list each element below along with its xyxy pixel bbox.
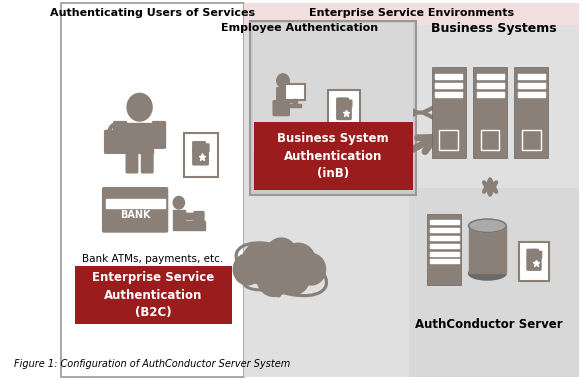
FancyBboxPatch shape <box>427 214 462 285</box>
FancyBboxPatch shape <box>244 3 579 25</box>
FancyBboxPatch shape <box>533 249 536 258</box>
Text: Bank ATMs, payments, etc.: Bank ATMs, payments, etc. <box>81 255 223 264</box>
FancyBboxPatch shape <box>342 98 346 107</box>
FancyBboxPatch shape <box>244 3 579 377</box>
Text: BANK: BANK <box>120 210 150 220</box>
FancyBboxPatch shape <box>527 256 541 270</box>
FancyBboxPatch shape <box>328 90 360 131</box>
Circle shape <box>242 242 279 284</box>
Circle shape <box>281 243 316 283</box>
FancyBboxPatch shape <box>530 249 533 258</box>
FancyBboxPatch shape <box>538 251 542 258</box>
FancyBboxPatch shape <box>105 130 130 153</box>
FancyBboxPatch shape <box>75 266 232 324</box>
Text: Business Systems: Business Systems <box>431 22 556 35</box>
Polygon shape <box>173 210 185 220</box>
FancyBboxPatch shape <box>196 220 199 223</box>
FancyBboxPatch shape <box>522 130 541 150</box>
FancyBboxPatch shape <box>289 104 300 107</box>
FancyBboxPatch shape <box>253 23 413 152</box>
FancyBboxPatch shape <box>201 142 205 152</box>
FancyBboxPatch shape <box>193 142 197 152</box>
FancyBboxPatch shape <box>518 92 545 97</box>
Polygon shape <box>126 123 154 154</box>
FancyBboxPatch shape <box>435 74 462 79</box>
FancyBboxPatch shape <box>430 260 459 263</box>
FancyBboxPatch shape <box>535 249 538 258</box>
FancyBboxPatch shape <box>339 98 343 107</box>
FancyBboxPatch shape <box>196 142 200 152</box>
FancyBboxPatch shape <box>469 226 506 273</box>
FancyBboxPatch shape <box>198 142 203 152</box>
Ellipse shape <box>469 267 506 280</box>
FancyBboxPatch shape <box>345 98 349 107</box>
FancyBboxPatch shape <box>527 249 531 258</box>
Circle shape <box>127 93 152 121</box>
Text: Figure 1: Configuration of AuthConductor Server System: Figure 1: Configuration of AuthConductor… <box>14 359 290 369</box>
FancyBboxPatch shape <box>409 188 579 377</box>
Ellipse shape <box>469 219 506 233</box>
FancyBboxPatch shape <box>193 150 208 165</box>
FancyBboxPatch shape <box>337 98 340 107</box>
FancyBboxPatch shape <box>477 92 503 97</box>
FancyBboxPatch shape <box>113 122 127 148</box>
Text: Employee Authentication: Employee Authentication <box>221 23 378 33</box>
Circle shape <box>297 254 325 285</box>
FancyBboxPatch shape <box>430 228 459 232</box>
Text: Authenticating Users of Services: Authenticating Users of Services <box>49 8 255 18</box>
FancyBboxPatch shape <box>173 220 205 230</box>
FancyBboxPatch shape <box>519 242 549 281</box>
Text: Enterprise Service Environments: Enterprise Service Environments <box>308 8 514 18</box>
Circle shape <box>233 254 261 285</box>
Circle shape <box>279 261 310 294</box>
FancyBboxPatch shape <box>481 130 499 150</box>
FancyBboxPatch shape <box>205 144 209 152</box>
FancyBboxPatch shape <box>477 74 503 79</box>
FancyBboxPatch shape <box>184 213 198 220</box>
Text: Business System
Authentication
(inB): Business System Authentication (inB) <box>278 132 389 180</box>
FancyBboxPatch shape <box>514 67 548 158</box>
FancyBboxPatch shape <box>293 99 297 105</box>
FancyBboxPatch shape <box>430 220 459 224</box>
FancyBboxPatch shape <box>435 92 462 97</box>
Circle shape <box>276 74 289 88</box>
FancyBboxPatch shape <box>254 122 413 190</box>
Text: Enterprise Service
Authentication
(B2C): Enterprise Service Authentication (B2C) <box>92 271 214 319</box>
FancyBboxPatch shape <box>273 101 289 116</box>
FancyBboxPatch shape <box>126 149 138 173</box>
FancyBboxPatch shape <box>430 252 459 255</box>
Polygon shape <box>276 88 294 103</box>
FancyBboxPatch shape <box>430 236 459 240</box>
FancyBboxPatch shape <box>152 122 165 148</box>
Circle shape <box>265 238 297 274</box>
FancyBboxPatch shape <box>430 244 459 248</box>
FancyBboxPatch shape <box>477 83 503 88</box>
FancyBboxPatch shape <box>439 130 458 150</box>
FancyBboxPatch shape <box>337 106 351 120</box>
FancyBboxPatch shape <box>250 21 416 195</box>
FancyBboxPatch shape <box>435 83 462 88</box>
FancyBboxPatch shape <box>105 199 165 208</box>
FancyBboxPatch shape <box>432 67 466 158</box>
FancyBboxPatch shape <box>518 74 545 79</box>
FancyBboxPatch shape <box>183 133 218 177</box>
FancyBboxPatch shape <box>141 149 153 173</box>
FancyBboxPatch shape <box>102 187 168 233</box>
FancyBboxPatch shape <box>285 84 304 100</box>
Text: AuthConductor Server: AuthConductor Server <box>416 318 563 331</box>
FancyBboxPatch shape <box>473 67 507 158</box>
FancyBboxPatch shape <box>61 3 244 377</box>
Circle shape <box>173 196 184 209</box>
FancyBboxPatch shape <box>349 100 352 107</box>
FancyBboxPatch shape <box>286 92 301 99</box>
Circle shape <box>257 259 291 296</box>
FancyBboxPatch shape <box>518 83 545 88</box>
FancyBboxPatch shape <box>194 212 204 222</box>
